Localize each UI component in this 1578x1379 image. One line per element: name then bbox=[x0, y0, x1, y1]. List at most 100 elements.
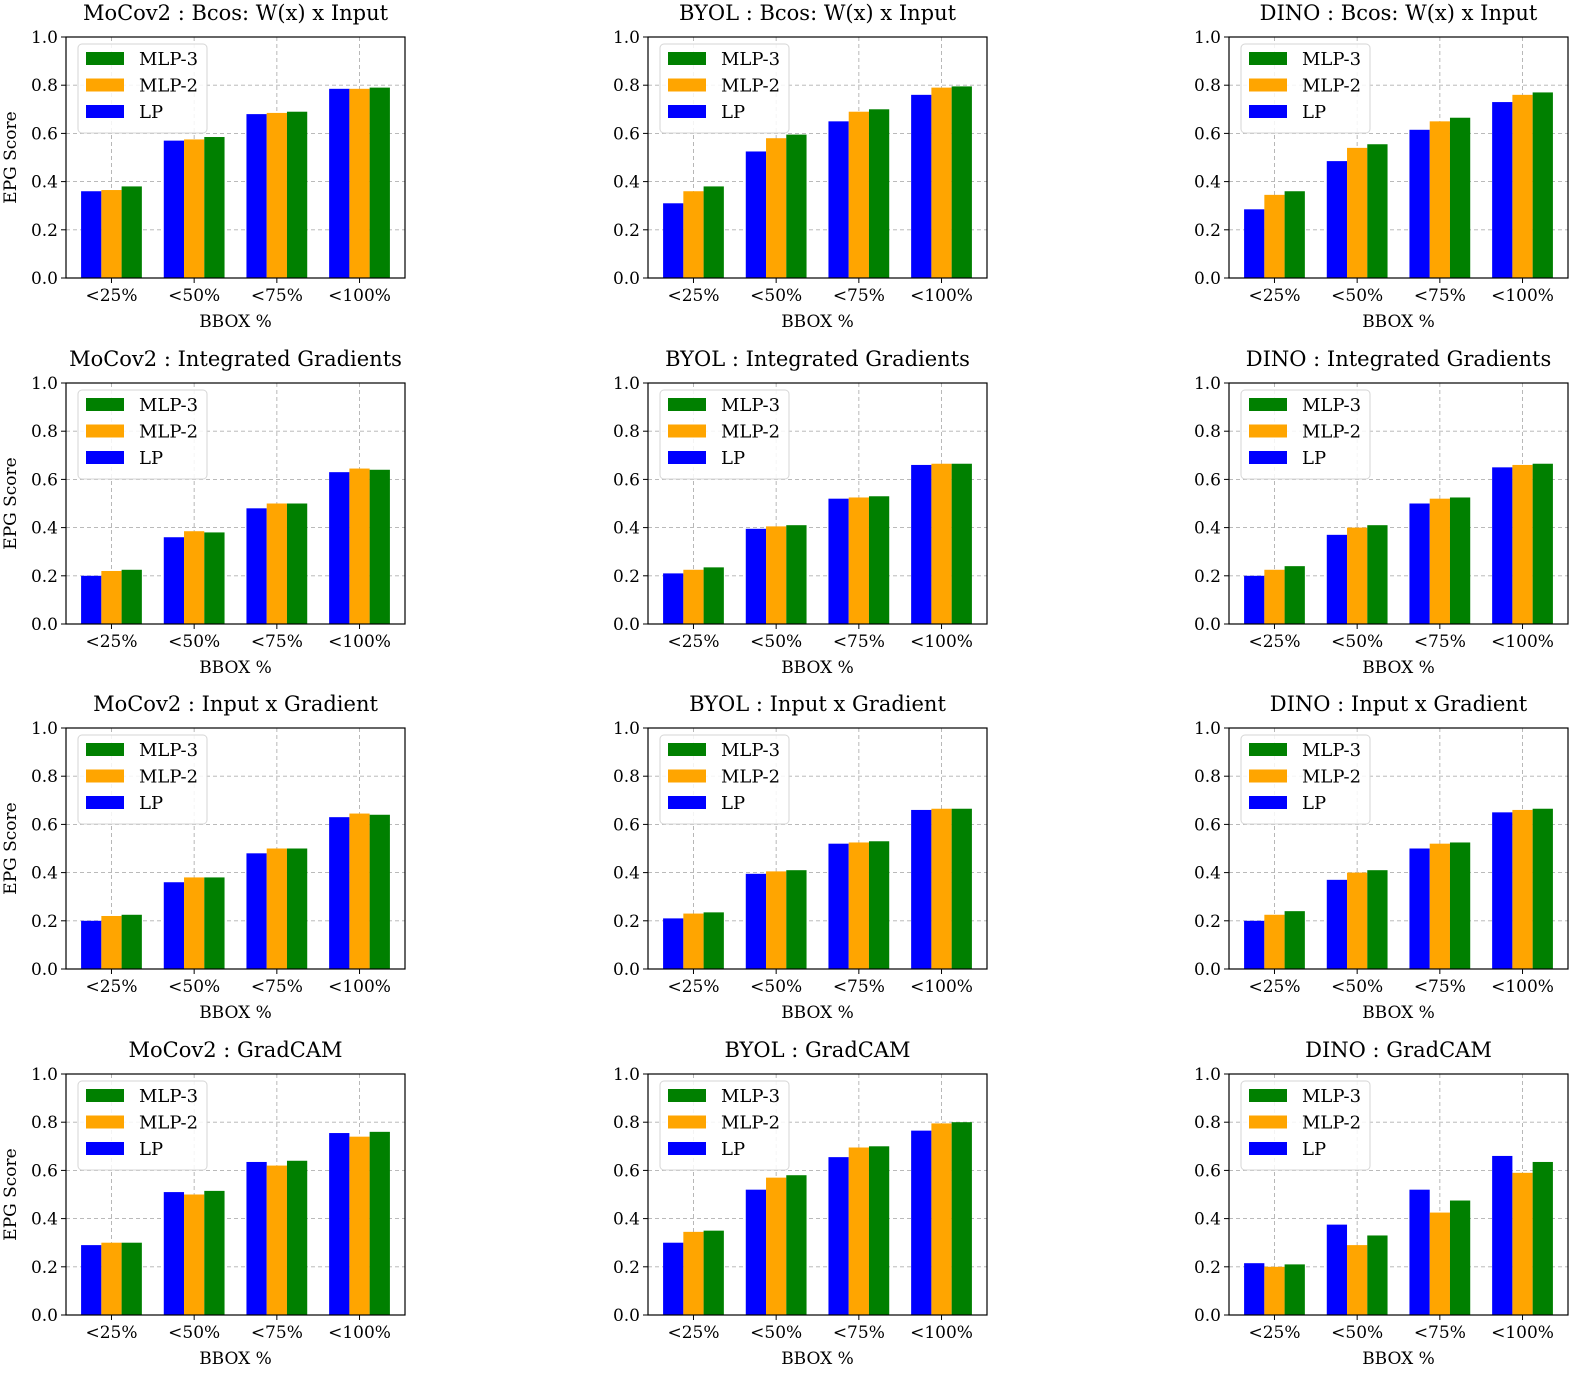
axes-frame bbox=[1228, 727, 1569, 970]
x-tick-label: <100% bbox=[910, 1323, 973, 1343]
bar-lp bbox=[329, 1133, 350, 1315]
legend-label: MLP-3 bbox=[721, 740, 780, 761]
bar-mlp-3 bbox=[868, 496, 890, 624]
bar-lp bbox=[1326, 879, 1348, 969]
bar-mlp-3 bbox=[1367, 525, 1388, 624]
bar-lp bbox=[1492, 102, 1513, 278]
legend-label: LP bbox=[721, 448, 745, 469]
bar-mlp-3 bbox=[1532, 92, 1553, 279]
y-tick-label: 0.6 bbox=[613, 815, 640, 835]
bar-lp bbox=[1326, 1224, 1348, 1315]
x-tick-label: <50% bbox=[1331, 632, 1383, 652]
axes-frame bbox=[647, 36, 988, 279]
legend-swatch-mlp-2 bbox=[1249, 769, 1287, 783]
bar-mlp-2 bbox=[1347, 1245, 1368, 1315]
legend: MLP-3 MLP-2 LP bbox=[77, 389, 208, 480]
x-tick-label: <75% bbox=[1414, 286, 1466, 306]
bar-mlp-2 bbox=[1429, 121, 1450, 278]
y-tick-label: 0.8 bbox=[31, 1113, 58, 1133]
x-tick-label: <100% bbox=[328, 977, 391, 997]
legend-swatch-mlp-3 bbox=[668, 52, 706, 65]
chart-title: MoCov2 : Bcos: W(x) x Input bbox=[83, 1, 389, 25]
bar-mlp-2 bbox=[184, 877, 205, 969]
legend-swatch-mlp-2 bbox=[1249, 1115, 1287, 1129]
bar-mlp-3 bbox=[121, 186, 142, 278]
y-tick-label: 0.0 bbox=[31, 960, 58, 980]
y-tick-label: 0.0 bbox=[1194, 269, 1221, 289]
legend-swatch-lp bbox=[668, 105, 706, 118]
y-tick-label: 0.0 bbox=[31, 1306, 58, 1326]
legend-swatch-lp bbox=[1249, 796, 1287, 809]
bar-mlp-3 bbox=[1449, 497, 1471, 624]
chart-panel: 0.0 0.2 0.4 0.6 0.8 1.0 <25% <50% <75% <100% BBOX … bbox=[1, 1038, 406, 1369]
y-tick-label: 0.6 bbox=[1194, 815, 1221, 835]
bar-mlp-3 bbox=[786, 1175, 807, 1315]
legend-label: MLP-2 bbox=[721, 767, 780, 788]
legend-label: MLP-2 bbox=[139, 1113, 198, 1134]
x-axis-label: BBOX % bbox=[1362, 1003, 1435, 1023]
bar-mlp-2 bbox=[683, 1231, 704, 1315]
legend: MLP-3 MLP-2 LP bbox=[1240, 1080, 1371, 1171]
bar-lp bbox=[1326, 534, 1348, 624]
y-tick-label: 0.2 bbox=[1194, 1258, 1221, 1278]
bar-lp bbox=[663, 573, 684, 624]
y-tick-label: 0.8 bbox=[613, 767, 640, 787]
bar-mlp-3 bbox=[204, 137, 225, 278]
bar-lp bbox=[745, 528, 767, 624]
x-tick-label: <50% bbox=[168, 632, 220, 652]
legend: MLP-3 MLP-2 LP bbox=[659, 389, 790, 480]
chart-panel: 0.0 0.2 0.4 0.6 0.8 1.0 <25% <50% <75% <100% BBOX … bbox=[1194, 1, 1569, 332]
chart-title: DINO : Integrated Gradients bbox=[1246, 347, 1551, 371]
bar-mlp-2 bbox=[101, 190, 122, 278]
bar-mlp-3 bbox=[1367, 870, 1388, 969]
x-axis-label: BBOX % bbox=[199, 1349, 272, 1369]
bar-mlp-2 bbox=[1512, 1172, 1533, 1315]
bar-mlp-2 bbox=[848, 1147, 869, 1315]
bar-mlp-3 bbox=[121, 569, 142, 624]
legend-swatch-mlp-2 bbox=[668, 769, 706, 783]
y-tick-label: 0.6 bbox=[31, 124, 58, 144]
bar-lp bbox=[663, 1242, 684, 1315]
bar-mlp-3 bbox=[121, 914, 142, 969]
legend-swatch-lp bbox=[668, 796, 706, 809]
chart-title: BYOL : GradCAM bbox=[724, 1038, 910, 1062]
y-tick-label: 1.0 bbox=[31, 719, 58, 739]
y-tick-label: 0.2 bbox=[613, 1258, 640, 1278]
y-tick-label: 0.4 bbox=[31, 864, 58, 884]
bar-mlp-3 bbox=[286, 848, 308, 969]
y-tick-label: 0.4 bbox=[613, 864, 640, 884]
y-tick-label: 1.0 bbox=[31, 28, 58, 48]
x-axis-label: BBOX % bbox=[199, 1003, 272, 1023]
legend-label: MLP-3 bbox=[1302, 740, 1361, 761]
chart-panel: 0.0 0.2 0.4 0.6 0.8 1.0 <25% <50% <75% <100% BBOX … bbox=[613, 692, 988, 1023]
x-axis-label: BBOX % bbox=[781, 312, 854, 332]
y-axis-label: EPG Score bbox=[1, 457, 21, 549]
bar-mlp-2 bbox=[349, 88, 370, 278]
x-axis-label: BBOX % bbox=[199, 658, 272, 678]
legend: MLP-3 MLP-2 LP bbox=[659, 1080, 790, 1171]
bar-mlp-3 bbox=[369, 469, 390, 624]
bar-lp bbox=[246, 853, 267, 969]
legend-label: MLP-3 bbox=[721, 49, 780, 70]
y-tick-label: 1.0 bbox=[613, 28, 640, 48]
x-tick-label: <100% bbox=[910, 977, 973, 997]
y-tick-label: 0.4 bbox=[613, 519, 640, 539]
y-axis-label: EPG Score bbox=[1, 1148, 21, 1240]
bar-mlp-3 bbox=[204, 1190, 225, 1315]
legend: MLP-3 MLP-2 LP bbox=[77, 43, 208, 134]
y-tick-label: 0.4 bbox=[1194, 864, 1221, 884]
bar-mlp-3 bbox=[951, 1122, 972, 1315]
legend-swatch-lp bbox=[1249, 105, 1287, 118]
x-tick-label: <25% bbox=[1248, 1323, 1300, 1343]
legend-label: MLP-2 bbox=[1302, 767, 1361, 788]
x-axis-label: BBOX % bbox=[1362, 1349, 1435, 1369]
chart-title: MoCov2 : Integrated Gradients bbox=[69, 347, 402, 371]
bar-mlp-3 bbox=[1532, 1161, 1553, 1315]
bar-mlp-3 bbox=[369, 87, 390, 278]
y-tick-label: 0.0 bbox=[31, 269, 58, 289]
axes-frame bbox=[65, 727, 406, 970]
bar-mlp-2 bbox=[931, 87, 952, 278]
bar-mlp-3 bbox=[1532, 808, 1553, 969]
chart-title: BYOL : Input x Gradient bbox=[689, 692, 946, 716]
chart-panel: 0.0 0.2 0.4 0.6 0.8 1.0 <25% <50% <75% <100% BBOX … bbox=[1194, 1038, 1569, 1369]
